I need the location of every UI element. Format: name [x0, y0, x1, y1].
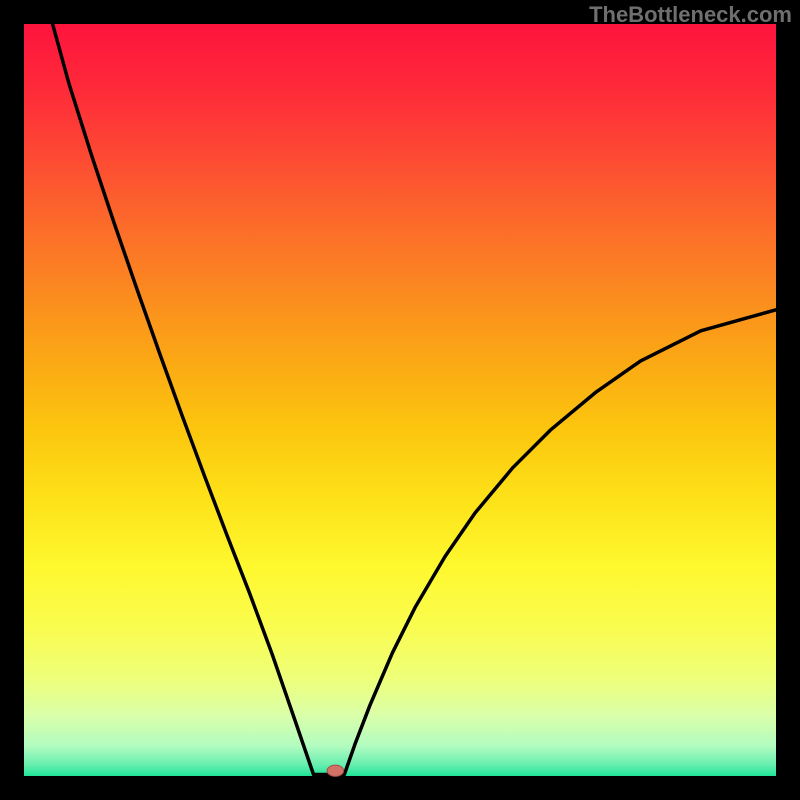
optimum-marker: [327, 765, 344, 776]
bottleneck-chart: [0, 0, 800, 800]
watermark-text: TheBottleneck.com: [589, 2, 792, 28]
plot-background: [24, 24, 776, 776]
chart-container: TheBottleneck.com: [0, 0, 800, 800]
